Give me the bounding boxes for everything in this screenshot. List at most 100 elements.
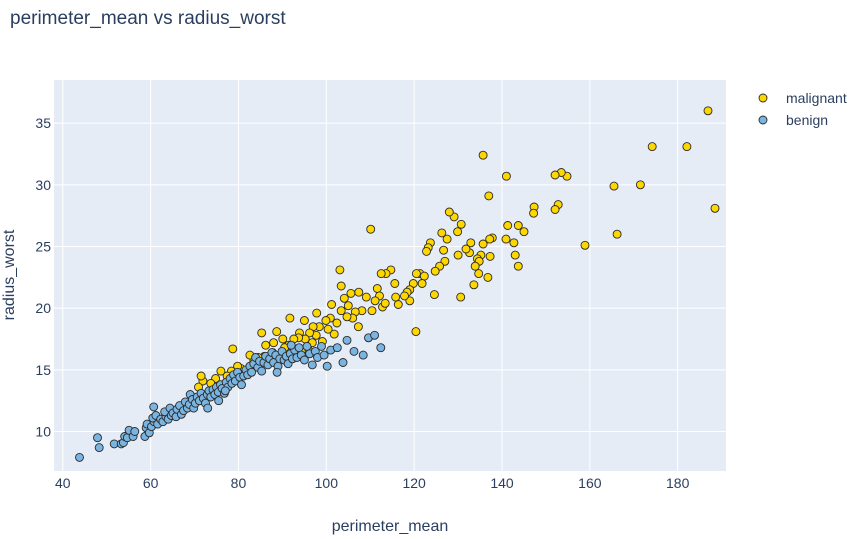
benign-point (358, 350, 368, 360)
malignant-point (513, 261, 523, 271)
malignant-point (305, 328, 315, 338)
malignant-point (485, 234, 495, 244)
malignant-point (327, 300, 337, 309)
legend-label: malignant (786, 90, 847, 106)
benign-point (294, 343, 304, 353)
benign-point (94, 443, 104, 453)
malignant-point (380, 298, 390, 308)
benign-point (370, 330, 380, 340)
malignant-point (453, 250, 463, 260)
benign-point (307, 360, 317, 370)
malignant-point (519, 227, 529, 237)
chart-title: perimeter_mean vs radius_worst (10, 8, 286, 29)
legend-item-malignant[interactable]: malignant (758, 90, 847, 106)
malignant-point (529, 208, 539, 218)
malignant-point (461, 244, 471, 254)
x-tick-label: 140 (490, 475, 514, 491)
y-tick-label: 30 (35, 177, 51, 193)
benign-point (302, 341, 312, 351)
x-tick-label: 120 (402, 475, 426, 491)
malignant-point (332, 318, 342, 328)
malignant-point (400, 291, 409, 301)
benign-point (93, 433, 102, 443)
x-tick-label: 100 (315, 475, 339, 491)
malignant-point (257, 328, 267, 338)
malignant-point (367, 306, 377, 316)
malignant-point (417, 279, 427, 288)
malignant-point (635, 180, 645, 190)
malignant-point (372, 284, 382, 293)
benign-point (214, 396, 224, 406)
malignant-point (439, 245, 449, 255)
malignant-point (376, 269, 386, 279)
malignant-point (216, 366, 226, 376)
malignant-point (321, 316, 331, 325)
benign-point (319, 350, 329, 360)
malignant-point (682, 142, 692, 152)
malignant-point (444, 207, 454, 217)
malignant-point (419, 271, 429, 281)
malignant-point (703, 106, 713, 116)
malignant-point (370, 296, 380, 306)
malignant-point (550, 170, 560, 180)
malignant-point (470, 261, 480, 271)
benign-point (75, 452, 84, 462)
benign-point (130, 427, 140, 436)
malignant-point (483, 272, 493, 282)
legend-marker (758, 93, 768, 103)
benign-point (376, 343, 386, 353)
benign-point (342, 335, 352, 345)
benign-series (75, 330, 386, 462)
malignant-point (484, 191, 494, 201)
malignant-point (228, 344, 238, 354)
benign-point (220, 386, 230, 396)
benign-point (349, 346, 359, 356)
malignant-point (339, 293, 349, 303)
y-axis-title: radius_worst (1, 229, 18, 320)
legend-label: benign (786, 112, 828, 128)
legend-item-benign[interactable]: benign (758, 112, 828, 128)
malignant-point (509, 238, 519, 248)
benign-point (247, 367, 257, 377)
malignant-point (336, 306, 346, 316)
y-tick-label: 20 (35, 300, 51, 316)
benign-point (332, 343, 342, 353)
malignant-point (466, 238, 476, 248)
malignant-point (312, 308, 322, 318)
malignant-point (354, 287, 364, 297)
malignant-point (285, 313, 295, 323)
x-tick-label: 40 (55, 475, 71, 491)
malignant-point (346, 288, 356, 298)
malignant-point (336, 281, 346, 291)
benign-point (299, 355, 309, 365)
benign-point (272, 367, 282, 377)
legend-marker (758, 115, 768, 125)
legend[interactable]: malignant benign (758, 90, 847, 128)
malignant-point (261, 340, 271, 350)
malignant-point (478, 239, 488, 249)
malignant-point (469, 280, 479, 290)
benign-point (286, 340, 296, 350)
malignant-point (609, 181, 619, 191)
malignant-point (501, 171, 511, 181)
malignant-point (411, 327, 421, 337)
data-points (75, 106, 720, 462)
malignant-point (361, 292, 371, 302)
malignant-point (335, 265, 345, 275)
x-axis-ticks: 40 60 80 100 120 140 160 180 (55, 475, 690, 491)
malignant-point (272, 327, 282, 337)
benign-point (203, 403, 213, 413)
malignant-point (456, 292, 466, 302)
malignant-point (366, 224, 376, 234)
malignant-point (390, 279, 400, 288)
malignant-point (411, 269, 421, 279)
benign-point (257, 366, 267, 376)
malignant-point (474, 269, 484, 279)
malignant-point (442, 234, 452, 244)
malignant-point (510, 250, 520, 260)
y-tick-label: 35 (35, 115, 51, 131)
malignant-point (612, 229, 622, 239)
malignant-point (453, 227, 463, 237)
malignant-point (422, 246, 431, 256)
